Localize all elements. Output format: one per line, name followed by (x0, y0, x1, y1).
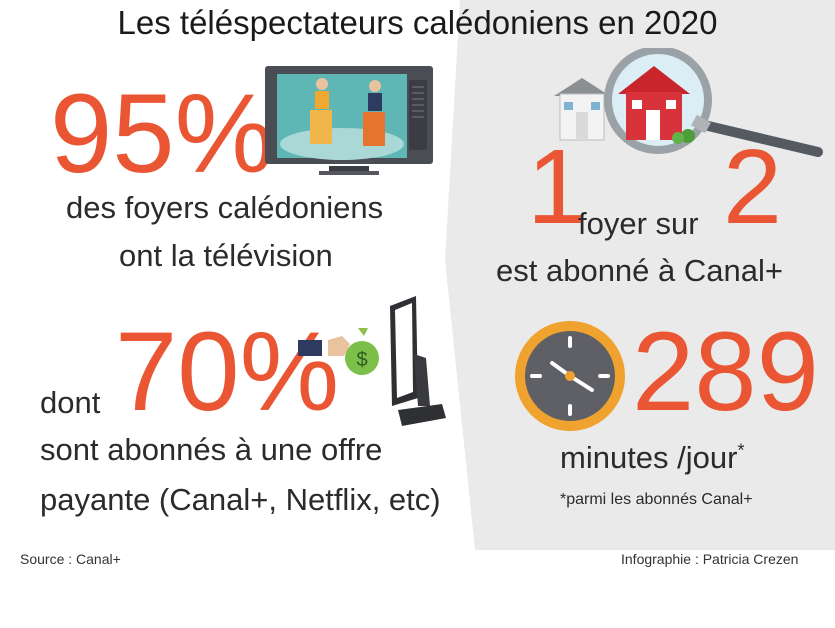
tv-label-line2: ont la télévision (119, 238, 333, 273)
paid-percentage: 70% (115, 309, 340, 434)
minutes-unit-label: minutes /jour* (560, 440, 745, 475)
paid-label-line1: sont abonnés à une offre (40, 432, 383, 467)
money-hand-icon: $ (298, 328, 379, 375)
source-label: Source : Canal+ (20, 551, 121, 567)
tv-debate-icon (265, 66, 433, 175)
minutes-value: 289 (632, 309, 819, 434)
tv-percentage: 95% (50, 71, 275, 196)
canal-num2: 2 (723, 128, 782, 246)
paid-label-line2: payante (Canal+, Netflix, etc) (40, 482, 441, 517)
houses-magnifier-icon (554, 48, 823, 157)
footnote-mark: * (737, 440, 745, 461)
canal-label: est abonné à Canal+ (496, 253, 783, 288)
canal-num1: 1 (527, 128, 586, 246)
credit-label: Infographie : Patricia Crezen (621, 551, 799, 567)
clock-icon (515, 321, 625, 431)
footnote: *parmi les abonnés Canal+ (560, 491, 753, 508)
computer-monitor-icon (390, 296, 446, 426)
paid-prefix: dont (40, 385, 101, 420)
tv-label-line1: des foyers calédoniens (66, 190, 384, 225)
canal-middle: foyer sur (578, 206, 699, 241)
svg-text:$: $ (356, 349, 367, 371)
page-title: Les téléspectateurs calédoniens en 2020 (117, 4, 718, 41)
